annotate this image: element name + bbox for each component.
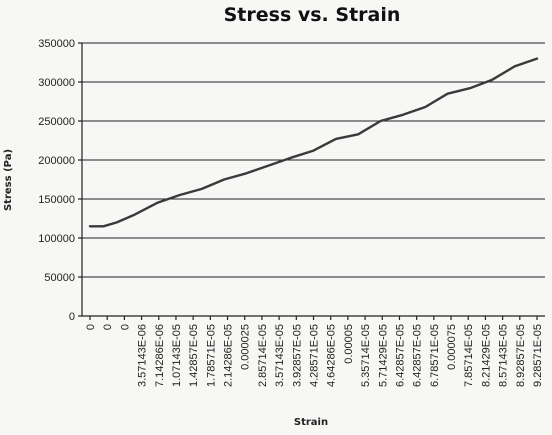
x-tick-label: 3.57143E-06 [137,324,149,387]
x-tick-label: 2.85714E-05 [257,324,269,387]
x-tick-label: 3.57143E-05 [274,324,286,387]
x-tick-label: 2.14286E-05 [223,324,235,387]
x-tick-label: 0.000075 [446,324,458,370]
y-tick-label: 250000 [38,116,75,128]
x-tick-label: 1.78571E-05 [205,324,217,387]
y-tick-label: 300000 [38,77,75,89]
y-tick-label: 150000 [38,194,75,206]
x-tick-label: 4.28571E-05 [309,324,321,387]
x-tick-label: 5.71429E-05 [377,324,389,387]
x-tick-label: 4.64286E-05 [326,324,338,387]
x-tick-label: 8.21429E-05 [480,324,492,387]
x-tick-label: 1.42857E-05 [188,324,200,387]
x-tick-label: 6.42857E-05 [394,324,406,387]
x-tick-label: 3.92857E-05 [291,324,303,387]
x-tick-label: 0.000025 [240,324,252,370]
x-tick-label: 7.85714E-05 [463,324,475,387]
x-tick-label: 6.42857E-05 [412,324,424,387]
x-tick-label: 7.14286E-06 [154,324,166,387]
y-axis-title: Stress (Pa) [3,149,14,211]
x-tick-label: 9.28571E-05 [532,324,544,387]
x-tick-label: 0 [85,324,97,330]
stress-series-line [88,57,539,228]
x-tick-label: 8.57143E-05 [498,324,510,387]
y-tick-label: 350000 [38,38,75,50]
x-tick-label: 6.78571E-05 [429,324,441,387]
x-tick-label: 8.92857E-05 [515,324,527,387]
x-axis-title: Strain [294,417,328,428]
x-tick-label: 0 [102,324,114,330]
x-axis-ticks: 0 0 0 3.57143E-06 7.14286E-06 1.07143E-05 1.42… [85,316,544,387]
y-tick-label: 0 [69,311,75,323]
y-tick-label: 100000 [38,233,75,245]
chart-title: Stress vs. Strain [224,4,401,26]
x-tick-label: 0.00005 [343,324,355,364]
y-axis-ticks: 0 50000 100000 150000 200000 250000 300000 3500… [38,38,82,323]
x-tick-label: 0 [119,324,131,330]
gridlines [82,42,545,278]
x-tick-label: 1.07143E-05 [171,324,183,387]
y-tick-label: 50000 [44,272,75,284]
x-tick-label: 5.35714E-05 [360,324,372,387]
y-tick-label: 200000 [38,155,75,167]
